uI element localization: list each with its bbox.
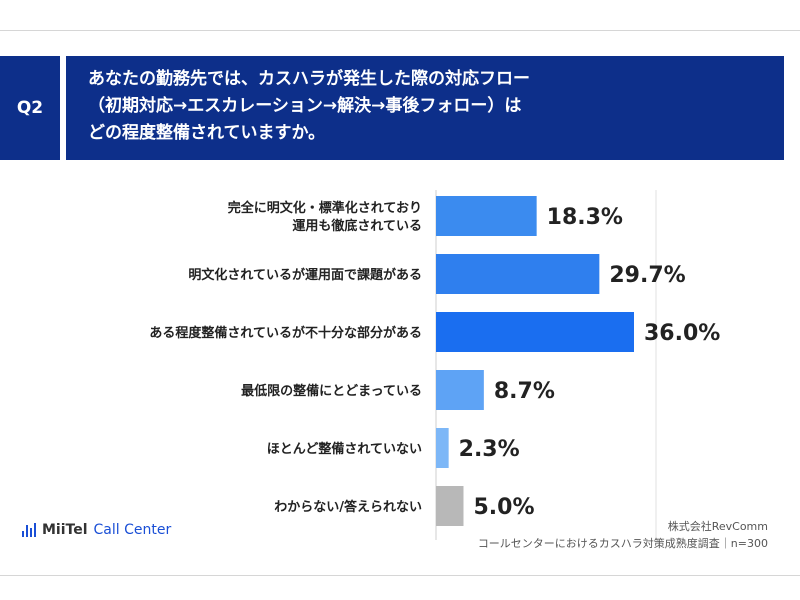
company-logo: MiiTel Call Center — [22, 522, 171, 538]
question-line: どの程度整備されていますか。 — [88, 123, 326, 143]
bar — [436, 370, 484, 410]
category-label: 最低限の整備にとどまっている — [241, 383, 422, 399]
bar-value-label: 5.0% — [474, 495, 535, 520]
question-line: あなたの勤務先では、カスハラが発生した際の対応フロー — [88, 69, 530, 89]
category-label: 運用も徹底されている — [292, 218, 422, 234]
slide-frame — [0, 30, 800, 576]
bar — [436, 312, 634, 352]
logo-bars-icon — [22, 523, 36, 537]
question-badge: Q2 — [0, 56, 60, 160]
category-label: わからない/答えられない — [274, 499, 422, 515]
bar — [436, 196, 537, 236]
category-label: ある程度整備されているが不十分な部分がある — [149, 325, 422, 341]
bar — [436, 254, 600, 294]
question-line: （初期対応→エスカレーション→解決→事後フォロー）は — [88, 96, 522, 116]
bar-value-label: 36.0% — [644, 321, 720, 346]
logo-sub: Call Center — [93, 522, 172, 538]
source-survey: コールセンターにおけるカスハラ対策成熟度調査｜n=300 — [477, 537, 768, 550]
category-label: 完全に明文化・標準化されており — [228, 200, 422, 216]
bar-value-label: 2.3% — [459, 437, 520, 462]
bar — [436, 486, 464, 526]
bar — [436, 428, 449, 468]
category-label: 明文化されているが運用面で課題がある — [188, 267, 422, 283]
source-company: 株式会社RevComm — [667, 520, 768, 533]
source-note: 株式会社RevComm コールセンターにおけるカスハラ対策成熟度調査｜n=300 — [478, 518, 768, 552]
bar-value-label: 29.7% — [609, 263, 685, 288]
bar-value-label: 18.3% — [547, 205, 623, 230]
logo-brand: MiiTel — [42, 522, 88, 538]
bar-value-label: 8.7% — [494, 379, 555, 404]
category-label: ほとんど整備されていない — [267, 441, 422, 457]
question-text: あなたの勤務先では、カスハラが発生した際の対応フロー （初期対応→エスカレーショ… — [66, 56, 784, 160]
